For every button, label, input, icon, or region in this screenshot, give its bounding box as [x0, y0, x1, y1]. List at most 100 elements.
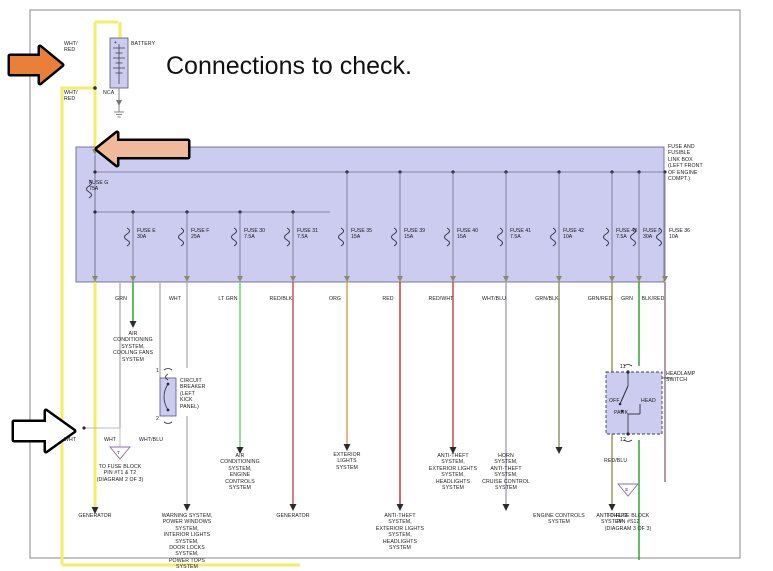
battery-label: BATTERY [131, 41, 156, 47]
fuse-label: FUSE 42 10A [563, 228, 584, 240]
wire-color-label: GRN/RED [587, 296, 613, 302]
annotation-arrows [7, 44, 191, 454]
load-engine-controls: ENGINE CONTROLS SYSTEM [533, 513, 585, 526]
fuse-exit-marker [290, 276, 296, 282]
load-warning-power-windows: WARNING SYSTEM, POWER WINDOWS SYSTEM, IN… [161, 513, 213, 571]
fuse-exit-marker [237, 276, 243, 282]
fuse-exit-marker [184, 276, 190, 282]
connector-fuse-block-right [617, 483, 639, 497]
wire-label-redblu: RED/BLU [604, 458, 628, 464]
wire-label-wht-breaker: WHT [104, 437, 117, 443]
fuse-element-symbol [391, 227, 397, 247]
wire-color-label: LT GRN [218, 296, 238, 302]
fuse-element-symbol [284, 227, 290, 247]
connector-right-marker: S [625, 487, 629, 492]
fuse-element-symbol [231, 227, 237, 247]
fuse-name: FUSE 43 [616, 228, 638, 234]
fuse-rating: 10A [563, 234, 573, 241]
headlamp-position-head: HEAD [641, 398, 656, 404]
fuse-element-symbol [124, 227, 130, 247]
wire-label-whtred-upper: WHT/ RED [64, 41, 78, 54]
headlamp-switch-pin-bottom: 12 [620, 437, 626, 443]
fuse-rating: 7.5A [297, 234, 308, 241]
fuse-exit-marker [662, 276, 668, 282]
wire-color-label: BLK/RED [641, 296, 665, 302]
load-horn-antitheft-cruise: HORN SYSTEM, ANTI-THEFT SYSTEM, CRUISE C… [482, 453, 530, 492]
fuse-name: FUSE 36 [669, 228, 691, 234]
fuse-exit-marker [556, 276, 562, 282]
fuse-exit-marker [397, 276, 403, 282]
fuse-element-symbol [630, 227, 636, 247]
fuse-label: FUSE I 30A [643, 228, 660, 240]
load-arrowhead [396, 504, 404, 511]
headlamp-switch-title: HEADLAMP SWITCH [666, 371, 696, 384]
fuse-label: FUSE 36 10A [669, 228, 690, 240]
fuse-exit-marker [450, 276, 456, 282]
load-arrowhead [502, 504, 510, 511]
headlamp-position-off: OFF [609, 398, 620, 404]
load-arrowhead [183, 504, 191, 511]
headlamp-switch-symbol [605, 364, 672, 442]
fuse-element-symbol [550, 227, 556, 247]
load-exterior-lights: EXTERIOR LIGHTS SYSTEM [333, 452, 361, 471]
wire-color-label: ORG [328, 296, 342, 302]
wire-color-label: RED [382, 296, 394, 302]
load-generator-mid: GENERATOR [276, 513, 310, 519]
fuse-element-symbol [444, 227, 450, 247]
page-title: Connections to check. [166, 52, 412, 80]
fuse-label: FUSE 39 15A [404, 228, 425, 240]
wire-color-label: GRN/BLK [535, 296, 559, 302]
fuse-rating: 7.5A [510, 234, 521, 241]
load-ac-cooling-fans: AIR CONDITIONING SYSTEM, COOLING FANS SY… [112, 331, 154, 363]
connector-left-text: TO FUSE BLOCK PIN #T1 & T2 (DIAGRAM 2 OF… [96, 464, 144, 483]
fuse-rating: 30A [643, 234, 653, 241]
circuit-breaker-label: CIRCUIT BREAKER (LEFT KICK PANEL) [180, 378, 206, 410]
fuse-exit-marker [636, 276, 642, 282]
svg-text:+: + [114, 40, 117, 46]
fuse-name: FUSE F [191, 228, 210, 234]
fuse-name: FUSE E [137, 228, 156, 234]
fuse-label: FUSE 30 7.5A [244, 228, 265, 240]
fuse-rating: 15A [457, 234, 467, 241]
fuse-box-caption: FUSE AND FUSIBLE LINK BOX (LEFT FRONT OF… [668, 144, 703, 183]
fuse-exit-marker [609, 276, 615, 282]
fuse-label: FUSE 31 7.5A [297, 228, 318, 240]
wire-color-label: WHT [168, 296, 182, 302]
fuse-label: FUSE 41 7.5A [510, 228, 531, 240]
wire-color-label: GRN [621, 296, 633, 302]
fuse-g-rating: 75A [89, 186, 99, 193]
diagram-frame [29, 9, 741, 559]
fuse-and-fusible-link-box [75, 146, 665, 283]
fuse-name: FUSE 40 [457, 228, 479, 234]
wire-color-label: WHT/BLU [481, 296, 507, 302]
fuse-label: FUSE 35 15A [351, 228, 372, 240]
fuse-rating: 15A [351, 234, 361, 241]
load-antitheft-ext-head-1: ANTI-THEFT SYSTEM, EXTERIOR LIGHTS SYSTE… [428, 453, 478, 492]
headlamp-switch-pin-top: 11 [620, 364, 626, 370]
load-arrowhead [555, 447, 563, 454]
fuse-label: FUSE F 25A [191, 228, 209, 240]
wire-label-wht-blu: WHT/BLU [139, 437, 164, 443]
circuit-breaker-symbol [159, 368, 177, 424]
connector-right-text: TO FUSE BLOCK PIN #S12 (DIAGRAM 3 OF 3) [604, 513, 652, 532]
fuse-rating: 7.5A [616, 234, 627, 241]
fuse-rating: 15A [404, 234, 414, 241]
headlamp-position-park: PARK [614, 410, 629, 416]
load-generator-left: GENERATOR [78, 513, 112, 519]
load-arrowhead [129, 321, 137, 328]
fuse-rating: 10A [669, 234, 679, 241]
load-antitheft-ext-head-2: ANTI-THEFT SYSTEM, EXTERIOR LIGHTS SYSTE… [375, 513, 425, 552]
fuse-name: FUSE 41 [510, 228, 532, 234]
battery-symbol: + [109, 37, 129, 118]
fuse-label: FUSE 43 7.5A [616, 228, 637, 240]
fuse-name: FUSE 42 [563, 228, 585, 234]
fuse-g-name: FUSE G [89, 180, 109, 186]
circuit-breaker-pin-top: 1 [156, 368, 159, 374]
wire-color-label: GRN [115, 296, 127, 302]
load-arrowhead [608, 504, 616, 511]
fuse-label: FUSE 40 15A [457, 228, 478, 240]
fuse-rating: 30A [137, 234, 147, 241]
load-antitheft: ANTI-THEFT SYSTEM [596, 513, 628, 526]
